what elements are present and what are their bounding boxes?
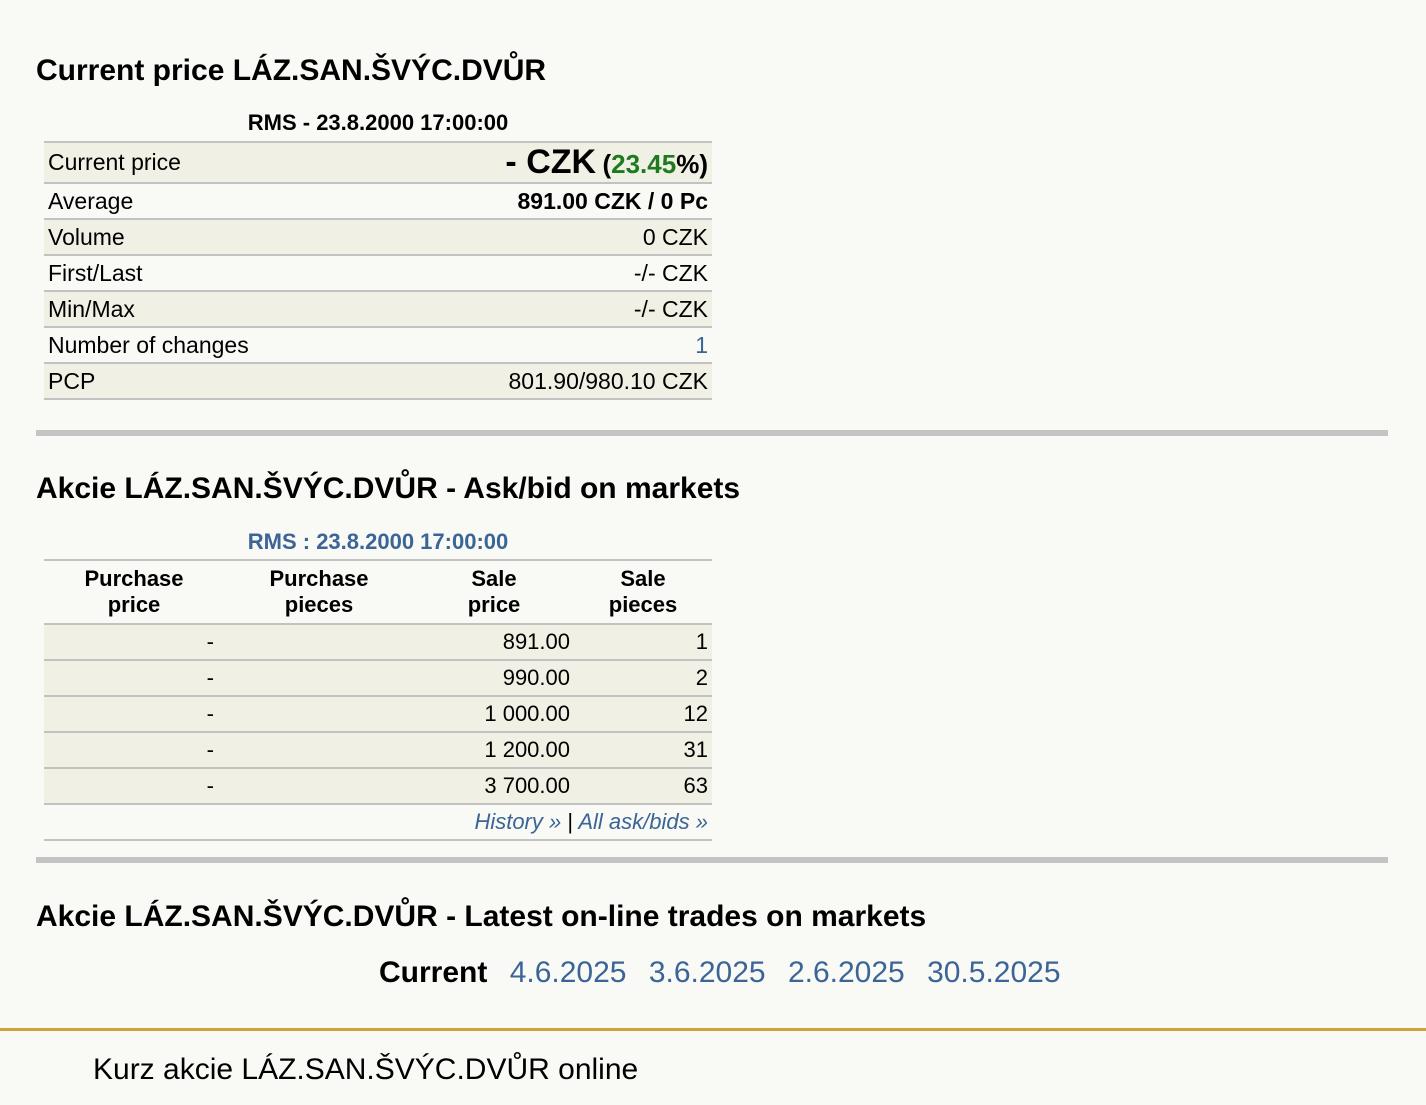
col-purchase-pieces: Purchase pieces: [224, 559, 414, 625]
link-separator: |: [567, 809, 574, 834]
askbid-table: Purchase price Purchase pieces Sale price S…: [44, 559, 712, 841]
table-row: Min/Max -/- CZK: [44, 291, 712, 328]
footer-bar: Kurz akcie LÁZ.SAN.ŠVÝC.DVŮR online: [0, 1028, 1426, 1105]
row-label: Volume: [44, 219, 377, 256]
pcp-value: 801.90/980.10 CZK: [376, 363, 712, 400]
links-row: History » | All ask/bids »: [44, 804, 712, 841]
row-label: Average: [44, 183, 377, 220]
change-percent: 23.45: [611, 149, 677, 179]
table-row: Current price - CZK (23.45%): [44, 142, 712, 184]
day-link[interactable]: 30.5.2025: [927, 956, 1061, 989]
day-link[interactable]: 3.6.2025: [648, 956, 766, 989]
current-price-heading: Current price LÁZ.SAN.ŠVÝC.DVŮR: [36, 54, 547, 87]
table-row: Average 891.00 CZK / 0 Pc: [44, 183, 712, 220]
minmax-value: -/- CZK: [376, 291, 712, 328]
header-row: Purchase price Purchase pieces Sale price S…: [44, 559, 712, 625]
col-sale-pieces: Sale pieces: [574, 559, 712, 625]
table-row: Volume 0 CZK: [44, 219, 712, 256]
table-row: - 891.00 1: [44, 624, 712, 661]
row-label: Min/Max: [44, 291, 377, 328]
history-link[interactable]: History »: [474, 809, 562, 834]
row-label: Number of changes: [44, 327, 377, 364]
price-table: Current price - CZK (23.45%) Average 891…: [44, 141, 712, 400]
changes-link[interactable]: 1: [376, 327, 712, 364]
divider: [36, 857, 1388, 863]
average-value: 891.00 CZK / 0 Pc: [376, 183, 712, 220]
table-row: First/Last -/- CZK: [44, 255, 712, 292]
rms-caption: RMS - 23.8.2000 17:00:00: [247, 110, 509, 135]
trade-days-nav: Current 4.6.2025 3.6.2025 2.6.2025 30.5.…: [379, 956, 1075, 990]
table-row: Number of changes 1: [44, 327, 712, 364]
rms-link[interactable]: RMS : 23.8.2000 17:00:00: [247, 529, 509, 554]
table-row: - 1 000.00 12: [44, 696, 712, 733]
table-row: - 1 200.00 31: [44, 732, 712, 769]
row-label: PCP: [44, 363, 377, 400]
current-price-value: - CZK: [505, 143, 597, 181]
day-link[interactable]: 2.6.2025: [787, 956, 905, 989]
footer-text: Kurz akcie LÁZ.SAN.ŠVÝC.DVŮR online: [93, 1053, 639, 1086]
volume-value: 0 CZK: [376, 219, 712, 256]
firstlast-value: -/- CZK: [376, 255, 712, 292]
latest-trades-heading: Akcie LÁZ.SAN.ŠVÝC.DVŮR - Latest on-line…: [36, 900, 927, 933]
day-link[interactable]: 4.6.2025: [509, 956, 627, 989]
row-label: First/Last: [44, 255, 377, 292]
table-row: - 3 700.00 63: [44, 768, 712, 805]
table-row: PCP 801.90/980.10 CZK: [44, 363, 712, 400]
askbid-heading: Akcie LÁZ.SAN.ŠVÝC.DVŮR - Ask/bid on mar…: [36, 472, 741, 505]
col-purchase-price: Purchase price: [44, 559, 224, 625]
table-row: - 990.00 2: [44, 660, 712, 697]
row-label: Current price: [44, 142, 377, 184]
all-askbids-link[interactable]: All ask/bids »: [578, 809, 708, 834]
current-day-label: Current: [379, 956, 488, 989]
col-sale-price: Sale price: [414, 559, 574, 625]
divider: [36, 430, 1388, 436]
